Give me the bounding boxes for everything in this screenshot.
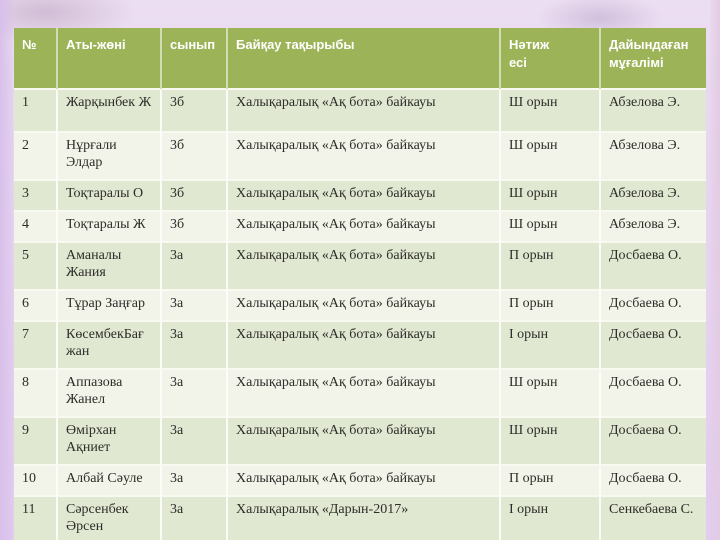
header-grade: сынып	[160, 28, 227, 89]
table-row: 4 Тоқтаралы Ж 3б Халықаралық «Ақ бота» байк…	[14, 210, 706, 242]
teacher-cell: Досбаева О.	[599, 320, 706, 369]
result-cell: П орын	[499, 289, 600, 321]
header-result: Нәтижесі	[499, 28, 600, 89]
row-number: 7	[14, 320, 57, 369]
table-row: 2 Нұрғали Элдар 3б Халықаралық «Ақ бота» ба…	[14, 131, 706, 180]
row-number: 6	[14, 289, 57, 321]
teacher-cell: Досбаева О.	[599, 289, 706, 321]
competition-topic-cell: Халықаралық «Ақ бота» байкауы	[226, 416, 500, 465]
result-cell: Ш орын	[499, 368, 600, 417]
grade-cell: 3а	[160, 416, 227, 465]
student-name-cell: Нұрғали Элдар	[56, 131, 161, 180]
table-row: 1 Жарқынбек Ж 3б Халықаралық «Ақ бота» байк…	[14, 88, 706, 132]
row-number: 11	[14, 495, 57, 540]
row-number: 9	[14, 416, 57, 465]
competition-topic-cell: Халықаралық «Ақ бота» байкауы	[226, 320, 500, 369]
result-cell: Ш орын	[499, 179, 600, 211]
teacher-cell: Досбаева О.	[599, 416, 706, 465]
teacher-cell: Абзелова Э.	[599, 131, 706, 180]
row-number: 10	[14, 464, 57, 496]
teacher-cell: Абзелова Э.	[599, 88, 706, 132]
student-name-cell: Тоқтаралы О	[56, 179, 161, 211]
grade-cell: 3б	[160, 131, 227, 180]
student-name-cell: Тоқтаралы Ж	[56, 210, 161, 242]
header-row: № Аты-жөні сынып Байқау тақырыбы Нәтижес…	[14, 28, 706, 89]
slide-left-margin	[0, 0, 13, 540]
grade-cell: 3а	[160, 368, 227, 417]
row-number: 4	[14, 210, 57, 242]
student-name-cell: Аппазова Жанел	[56, 368, 161, 417]
table-row: 10 Албай Сәуле 3а Халықаралық «Ақ бота» бай…	[14, 464, 706, 496]
result-cell: П орын	[499, 464, 600, 496]
header-teacher: Дайындаған мұғалімі	[599, 28, 706, 89]
result-cell: І орын	[499, 495, 600, 540]
competition-topic-cell: Халықаралық «Ақ бота» байкауы	[226, 210, 500, 242]
grade-cell: 3а	[160, 320, 227, 369]
results-table: № Аты-жөні сынып Байқау тақырыбы Нәтижес…	[14, 28, 706, 540]
student-name-cell: Жарқынбек Ж	[56, 88, 161, 132]
competition-topic-cell: Халықаралық «Ақ бота» байкауы	[226, 131, 500, 180]
grade-cell: 3а	[160, 495, 227, 540]
table-row: 11 Сәрсенбек Әрсен 3а Халықаралық «Дарын-20…	[14, 495, 706, 540]
student-name-cell: Өмірхан Ақниет	[56, 416, 161, 465]
result-cell: Ш орын	[499, 416, 600, 465]
row-number: 8	[14, 368, 57, 417]
table-row: 3 Тоқтаралы О 3б Халықаралық «Ақ бота» байк…	[14, 179, 706, 211]
competition-topic-cell: Халықаралық «Дарын-2017»	[226, 495, 500, 540]
header-number: №	[14, 28, 57, 89]
competition-topic-cell: Халықаралық «Ақ бота» байкауы	[226, 179, 500, 211]
competition-topic-cell: Халықаралық «Ақ бота» байкауы	[226, 289, 500, 321]
teacher-cell: Абзелова Э.	[599, 179, 706, 211]
competition-topic-cell: Халықаралық «Ақ бота» байкауы	[226, 368, 500, 417]
table-row: 6 Тұрар Заңғар 3а Халықаралық «Ақ бота» бай…	[14, 289, 706, 321]
table-row: 7 КөсембекБағжан 3а Халықаралық «Ақ бота» б…	[14, 320, 706, 369]
table-row: 5 Аманалы Жания 3а Халықаралық «Ақ бота» ба…	[14, 241, 706, 290]
header-result-label: Нәтижесі	[509, 37, 550, 70]
student-name-cell: Тұрар Заңғар	[56, 289, 161, 321]
competition-topic-cell: Халықаралық «Ақ бота» байкауы	[226, 88, 500, 132]
teacher-cell: Досбаева О.	[599, 241, 706, 290]
results-table-container: № Аты-жөні сынып Байқау тақырыбы Нәтижес…	[14, 28, 706, 540]
table-row: 9 Өмірхан Ақниет 3а Халықаралық «Ақ бота» б…	[14, 416, 706, 465]
grade-cell: 3б	[160, 179, 227, 211]
header-student-name: Аты-жөні	[56, 28, 161, 89]
table-row: 8 Аппазова Жанел 3а Халықаралық «Ақ бота» б…	[14, 368, 706, 417]
row-number: 1	[14, 88, 57, 132]
result-cell: Ш орын	[499, 210, 600, 242]
result-cell: Ш орын	[499, 88, 600, 132]
student-name-cell: Албай Сәуле	[56, 464, 161, 496]
student-name-cell: Аманалы Жания	[56, 241, 161, 290]
grade-cell: 3б	[160, 210, 227, 242]
competition-topic-cell: Халықаралық «Ақ бота» байкауы	[226, 241, 500, 290]
grade-cell: 3а	[160, 289, 227, 321]
row-number: 3	[14, 179, 57, 211]
competition-topic-cell: Халықаралық «Ақ бота» байкауы	[226, 464, 500, 496]
student-name-cell: КөсембекБағжан	[56, 320, 161, 369]
grade-cell: 3а	[160, 241, 227, 290]
teacher-cell: Досбаева О.	[599, 464, 706, 496]
teacher-cell: Абзелова Э.	[599, 210, 706, 242]
result-cell: П орын	[499, 241, 600, 290]
result-cell: Ш орын	[499, 131, 600, 180]
header-competition-topic: Байқау тақырыбы	[226, 28, 500, 89]
teacher-cell: Досбаева О.	[599, 368, 706, 417]
row-number: 5	[14, 241, 57, 290]
results-table-header: № Аты-жөні сынып Байқау тақырыбы Нәтижес…	[14, 28, 706, 89]
student-name-cell: Сәрсенбек Әрсен	[56, 495, 161, 540]
results-table-body: 1 Жарқынбек Ж 3б Халықаралық «Ақ бота» байк…	[14, 88, 706, 540]
teacher-cell: Сенкебаева С.	[599, 495, 706, 540]
slide-right-margin	[710, 0, 720, 540]
row-number: 2	[14, 131, 57, 180]
grade-cell: 3а	[160, 464, 227, 496]
grade-cell: 3б	[160, 88, 227, 132]
result-cell: І орын	[499, 320, 600, 369]
